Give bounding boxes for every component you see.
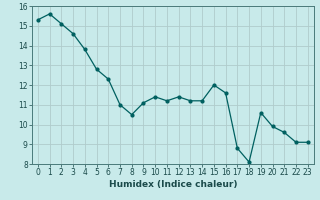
X-axis label: Humidex (Indice chaleur): Humidex (Indice chaleur) [108, 180, 237, 189]
